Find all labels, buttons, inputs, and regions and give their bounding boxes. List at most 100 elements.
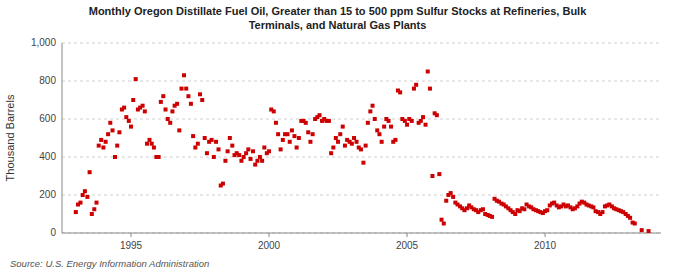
point: [633, 222, 637, 226]
point: [364, 144, 368, 148]
point: [304, 121, 308, 125]
point: [419, 119, 423, 123]
point: [168, 121, 172, 125]
point: [141, 104, 145, 108]
point: [359, 147, 363, 151]
point: [440, 218, 444, 222]
grid-line: [62, 119, 661, 120]
point: [308, 140, 312, 144]
point: [205, 151, 209, 155]
point: [352, 136, 356, 140]
point: [182, 73, 186, 77]
x-tick: [269, 233, 270, 237]
grid: [62, 43, 661, 233]
point: [368, 109, 372, 113]
y-tick-label: 200: [39, 189, 56, 200]
point: [74, 210, 78, 214]
point: [274, 121, 278, 125]
point: [92, 207, 96, 211]
x-tick-label: 2000: [258, 240, 281, 251]
point: [152, 146, 156, 150]
point: [430, 174, 434, 178]
y-tick-label: 800: [39, 75, 56, 86]
point: [281, 138, 285, 142]
point: [191, 134, 195, 138]
point: [90, 212, 94, 216]
y-tick-label: 1,000: [31, 37, 56, 48]
point: [412, 87, 416, 91]
point: [435, 113, 439, 117]
point: [647, 229, 651, 233]
point: [101, 146, 105, 150]
point: [193, 146, 197, 150]
point: [115, 144, 119, 148]
x-tick: [131, 233, 132, 237]
point: [113, 155, 117, 159]
point: [449, 191, 453, 195]
point: [600, 210, 604, 214]
point: [237, 153, 241, 157]
point: [513, 212, 517, 216]
point: [83, 189, 87, 193]
point: [375, 128, 379, 132]
point: [290, 128, 294, 132]
point: [150, 142, 154, 146]
point: [85, 195, 89, 199]
point: [410, 119, 414, 123]
point: [255, 159, 259, 163]
point: [334, 136, 338, 140]
point: [311, 132, 315, 136]
point: [196, 142, 200, 146]
point: [129, 125, 133, 129]
point: [226, 149, 230, 153]
point: [361, 161, 365, 165]
point: [481, 207, 485, 211]
point: [161, 94, 165, 98]
point: [591, 205, 595, 209]
y-axis-line: [62, 43, 63, 233]
point: [221, 182, 225, 186]
point: [640, 228, 644, 232]
grid-line: [62, 195, 661, 196]
point: [164, 108, 168, 112]
point: [99, 138, 103, 142]
point: [157, 155, 161, 159]
point: [189, 102, 193, 106]
point: [117, 130, 121, 134]
point: [424, 123, 428, 127]
point: [329, 151, 333, 155]
title: Monthly Oregon Distillate Fuel Oil, Grea…: [89, 5, 587, 31]
point: [286, 132, 290, 136]
x-tick-label: 2010: [534, 240, 557, 251]
point: [108, 121, 112, 125]
point: [228, 136, 232, 140]
point: [292, 134, 296, 138]
point: [88, 170, 92, 174]
point: [200, 98, 204, 102]
grid-line: [62, 233, 661, 234]
point: [210, 138, 214, 142]
point: [414, 83, 418, 87]
title-line: Monthly Oregon Distillate Fuel Oil, Grea…: [89, 5, 587, 17]
point: [336, 140, 340, 144]
point: [428, 87, 432, 91]
point: [338, 132, 342, 136]
point: [437, 172, 441, 176]
point: [350, 142, 354, 146]
point: [251, 149, 255, 153]
point: [186, 94, 190, 98]
point: [166, 117, 170, 121]
point: [184, 87, 188, 91]
point: [106, 132, 110, 136]
x-tick: [545, 233, 546, 237]
grid-line: [62, 157, 661, 158]
point: [124, 115, 128, 119]
grid-line: [62, 43, 661, 44]
y-tick-label: 600: [39, 113, 56, 124]
points: [74, 70, 651, 234]
point: [253, 163, 257, 167]
point: [421, 115, 425, 119]
point: [371, 104, 375, 108]
point: [131, 98, 135, 102]
point: [451, 195, 455, 199]
